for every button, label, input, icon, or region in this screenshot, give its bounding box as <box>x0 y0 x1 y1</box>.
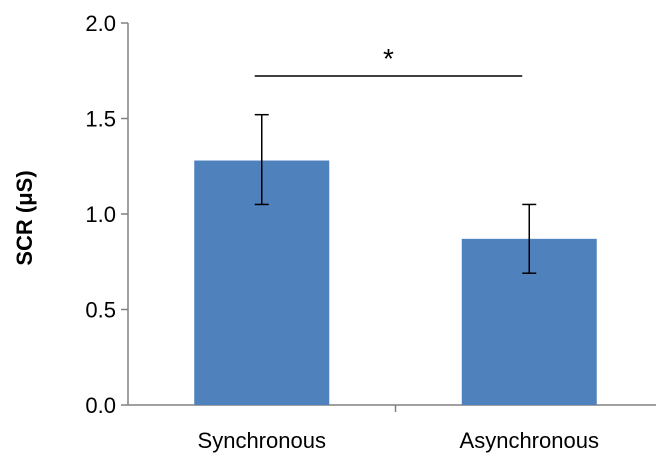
y-tick-label: 1.0 <box>85 202 116 227</box>
y-tick-label: 0.5 <box>85 298 116 323</box>
x-category-label: Synchronous <box>198 428 326 453</box>
y-tick-label: 1.5 <box>85 107 116 132</box>
y-tick-label: 0.0 <box>85 393 116 418</box>
error-bars <box>254 113 537 274</box>
significance-annotation: * <box>254 43 523 77</box>
y-axis-title: SCR (μS) <box>12 170 37 265</box>
x-category-label: Asynchronous <box>460 428 599 453</box>
y-tick-label: 2.0 <box>85 11 116 36</box>
x-axis: Synchronous Asynchronous <box>128 404 656 453</box>
significance-star: * <box>383 43 394 74</box>
bars <box>194 160 597 405</box>
y-axis: 0.0 0.5 1.0 1.5 2.0 <box>85 11 129 418</box>
